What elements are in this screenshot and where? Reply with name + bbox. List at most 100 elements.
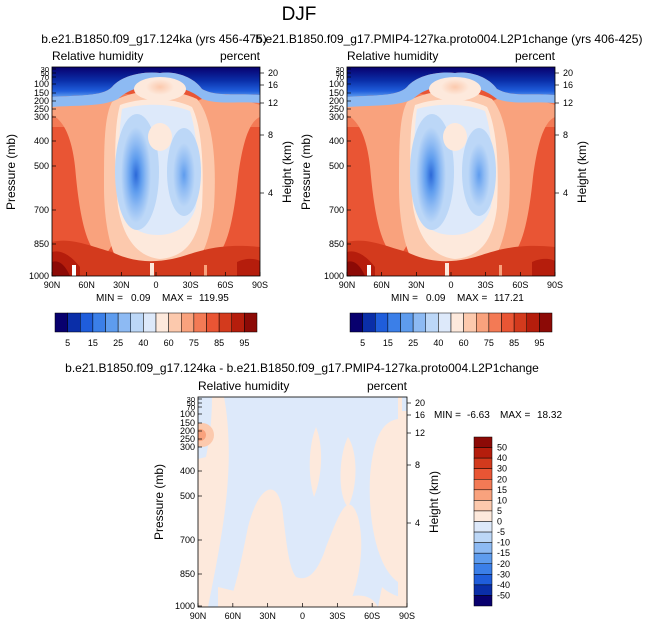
panel-2-lat-ticks: 90N 60N 30N 0 30S 60S 90S xyxy=(339,272,563,290)
colorbar-swatch xyxy=(473,574,493,586)
panel-3-field xyxy=(198,397,407,607)
lat-tick-label: 60N xyxy=(373,280,390,290)
colorbar-swatch xyxy=(117,312,131,333)
colorbar-swatch xyxy=(362,312,376,333)
colorbar-swatch xyxy=(206,312,220,333)
colorbar-label: 50 xyxy=(497,443,507,453)
pressure-tick-label: 200 xyxy=(180,426,195,436)
pressure-tick-label: 1000 xyxy=(175,601,195,611)
panel-2-right-label: percent xyxy=(515,49,556,63)
pressure-tick-label: 50 xyxy=(41,69,49,78)
lat-tick-label: 30S xyxy=(183,280,199,290)
pressure-tick-label: 50 xyxy=(336,69,344,78)
colorbar-swatch xyxy=(67,312,81,333)
height-tick-label: 20 xyxy=(563,68,573,78)
pressure-tick-label: 100 xyxy=(329,79,344,89)
pressure-tick-label: 850 xyxy=(329,239,344,249)
colorbar-swatch xyxy=(105,312,119,333)
colorbar-swatch xyxy=(473,447,493,459)
colorbar-swatch xyxy=(231,312,245,333)
colorbar-label: 15 xyxy=(383,338,393,348)
height-tick-label: 4 xyxy=(415,518,420,528)
pressure-tick-label: 300 xyxy=(180,442,195,452)
panel-3-height-ticks: 20 16 12 8 4 xyxy=(407,398,425,528)
colorbar-swatch xyxy=(130,312,144,333)
colorbar-label: -15 xyxy=(497,548,510,558)
colorbar-swatch xyxy=(473,595,493,607)
colorbar-label: -20 xyxy=(497,559,510,569)
panel-1-right-label: percent xyxy=(220,49,261,63)
colorbar-swatch xyxy=(473,584,493,596)
colorbar-label: 0 xyxy=(497,517,502,527)
colorbar-label: 40 xyxy=(433,338,443,348)
lat-tick-label: 30S xyxy=(478,280,494,290)
colorbar-label: 5 xyxy=(65,338,70,348)
lat-tick-label: 90S xyxy=(399,611,415,621)
colorbar-swatch xyxy=(54,312,68,333)
colorbar-swatch xyxy=(80,312,94,333)
panel-1-lat-ticks: 90N 60N 30N 0 30S 60S 90S xyxy=(44,272,268,290)
colorbar-label: 5 xyxy=(360,338,365,348)
lat-tick-label: 90N xyxy=(339,280,356,290)
pressure-tick-label: 400 xyxy=(180,466,195,476)
colorbar-label: 75 xyxy=(484,338,494,348)
colorbar-swatch xyxy=(473,436,493,448)
panel-3-min-value: -6.63 xyxy=(467,410,490,421)
pressure-tick-label: 100 xyxy=(34,79,49,89)
colorbar-label: -50 xyxy=(497,590,510,600)
colorbar-label: 75 xyxy=(189,338,199,348)
panel-2-ylabel: Pressure (mb) xyxy=(299,134,313,210)
panel-1-ylabel: Pressure (mb) xyxy=(4,134,18,210)
colorbar-swatch xyxy=(476,312,490,333)
colorbar-swatch xyxy=(438,312,452,333)
pressure-tick-label: 150 xyxy=(34,88,49,98)
height-tick-label: 4 xyxy=(563,188,568,198)
colorbar-swatch xyxy=(387,312,401,333)
colorbar-label: 15 xyxy=(497,485,507,495)
height-tick-label: 8 xyxy=(268,130,273,140)
colorbar-label: 40 xyxy=(497,453,507,463)
colorbar-label: 30 xyxy=(497,464,507,474)
panel-2-min-value: 0.09 xyxy=(426,293,446,304)
pressure-tick-label: 400 xyxy=(329,136,344,146)
pressure-tick-label: 100 xyxy=(180,409,195,419)
colorbar-swatch xyxy=(473,552,493,564)
colorbar-label: 5 xyxy=(497,506,502,516)
pressure-tick-label: 1000 xyxy=(29,271,49,281)
lat-tick-label: 30S xyxy=(329,611,345,621)
colorbar-label: 95 xyxy=(534,338,544,348)
colorbar-label: 60 xyxy=(459,338,469,348)
lat-tick-label: 0 xyxy=(448,280,453,290)
pressure-tick-label: 30 xyxy=(41,65,49,74)
height-tick-label: 16 xyxy=(563,80,573,90)
colorbar-label: 25 xyxy=(113,338,123,348)
colorbar-swatch xyxy=(244,312,258,333)
colorbar-swatch xyxy=(488,312,502,333)
colorbar-panel-2: 5 15 25 40 60 75 85 95 xyxy=(349,312,553,348)
panel-2-max-label: MAX = xyxy=(457,293,487,304)
figure-title: DJF xyxy=(282,4,317,25)
lat-tick-label: 30N xyxy=(408,280,425,290)
colorbar-swatch xyxy=(450,312,464,333)
colorbar-swatch xyxy=(473,489,493,501)
colorbar-swatch xyxy=(92,312,106,333)
pressure-tick-label: 500 xyxy=(329,161,344,171)
colorbar-swatch xyxy=(473,500,493,512)
pressure-tick-label: 500 xyxy=(180,491,195,501)
height-tick-label: 12 xyxy=(415,428,425,438)
height-tick-label: 12 xyxy=(563,98,573,108)
lat-tick-label: 90N xyxy=(190,611,207,621)
colorbar-swatch xyxy=(501,312,515,333)
panel-1-min-label: MIN = xyxy=(96,293,123,304)
colorbar-label: 95 xyxy=(239,338,249,348)
lat-tick-label: 60S xyxy=(512,280,528,290)
panel-3-max-value: 18.32 xyxy=(537,410,562,421)
colorbar-label: 85 xyxy=(509,338,519,348)
panel-3-right-label: percent xyxy=(367,379,408,393)
colorbar-swatch xyxy=(218,312,232,333)
pressure-tick-label: 300 xyxy=(34,112,49,122)
height-tick-label: 16 xyxy=(268,80,278,90)
colorbar-swatch xyxy=(349,312,363,333)
